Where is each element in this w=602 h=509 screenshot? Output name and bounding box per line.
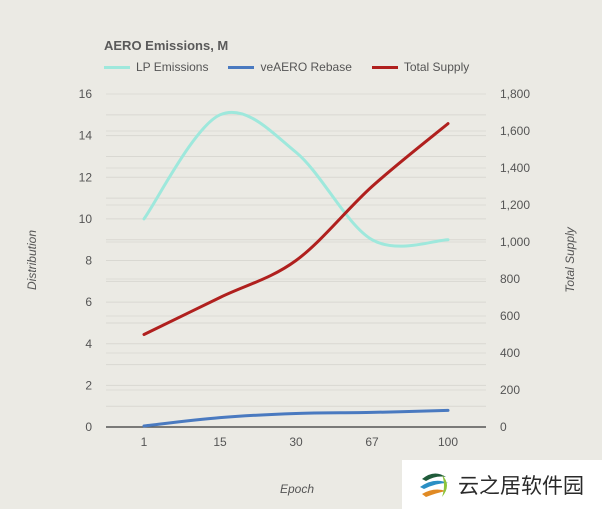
- x-axis-label: Epoch: [280, 482, 314, 496]
- y2-tick-label: 1,800: [500, 87, 530, 101]
- legend-label: veAERO Rebase: [260, 60, 352, 74]
- y-tick-label: 0: [85, 420, 92, 434]
- y2-tick-label: 0: [500, 420, 507, 434]
- legend-item-veaero-rebase[interactable]: veAERO Rebase: [228, 60, 352, 74]
- y-tick-label: 12: [79, 170, 93, 184]
- y-axis-label: Distribution: [25, 230, 39, 290]
- y2-tick-label: 1,600: [500, 124, 530, 138]
- logo-icon: [420, 472, 448, 497]
- legend-swatch: [371, 65, 398, 69]
- x-tick-label: 30: [289, 435, 303, 449]
- x-tick-label: 100: [438, 435, 458, 449]
- legend-label: Total Supply: [403, 60, 470, 74]
- y-tick-label: 14: [79, 129, 93, 143]
- legend-item-total-supply[interactable]: Total Supply: [371, 60, 470, 74]
- legend-label: LP Emissions: [136, 60, 209, 74]
- y2-tick-label: 400: [500, 346, 520, 360]
- y2-tick-label: 1,200: [500, 198, 530, 212]
- line-veaero-rebase[interactable]: [142, 408, 450, 428]
- y-tick-label: 6: [85, 295, 92, 309]
- y-tick-label: 4: [85, 337, 92, 351]
- legend-swatch: [228, 65, 255, 69]
- legend: LP Emissions veAERO Rebase Total Supply: [104, 60, 469, 74]
- chart-title: AERO Emissions, M: [104, 38, 229, 53]
- y-tick-label: 16: [79, 87, 93, 101]
- x-tick-label: 1: [141, 435, 148, 449]
- legend-item-lp-emissions[interactable]: LP Emissions: [104, 60, 208, 74]
- watermark: 云之居软件园: [402, 460, 602, 509]
- y2-tick-label: 200: [500, 383, 520, 397]
- line-lp-emissions[interactable]: [142, 110, 450, 248]
- y-tick-label: 2: [85, 378, 92, 392]
- x-tick-label: 67: [365, 435, 379, 449]
- y-tick-label: 10: [79, 212, 93, 226]
- line-total-supply[interactable]: [142, 122, 450, 336]
- y-tick-label: 8: [85, 254, 92, 268]
- y2-tick-label: 1,400: [500, 161, 530, 175]
- legend-swatch: [104, 65, 130, 69]
- y2-tick-label: 800: [500, 272, 520, 286]
- x-tick-label: 15: [213, 435, 227, 449]
- y2-axis-label: Total Supply: [563, 226, 577, 293]
- y2-tick-label: 1,000: [500, 235, 530, 249]
- y2-tick-label: 600: [500, 309, 520, 323]
- watermark-text: 云之居软件园: [458, 473, 584, 498]
